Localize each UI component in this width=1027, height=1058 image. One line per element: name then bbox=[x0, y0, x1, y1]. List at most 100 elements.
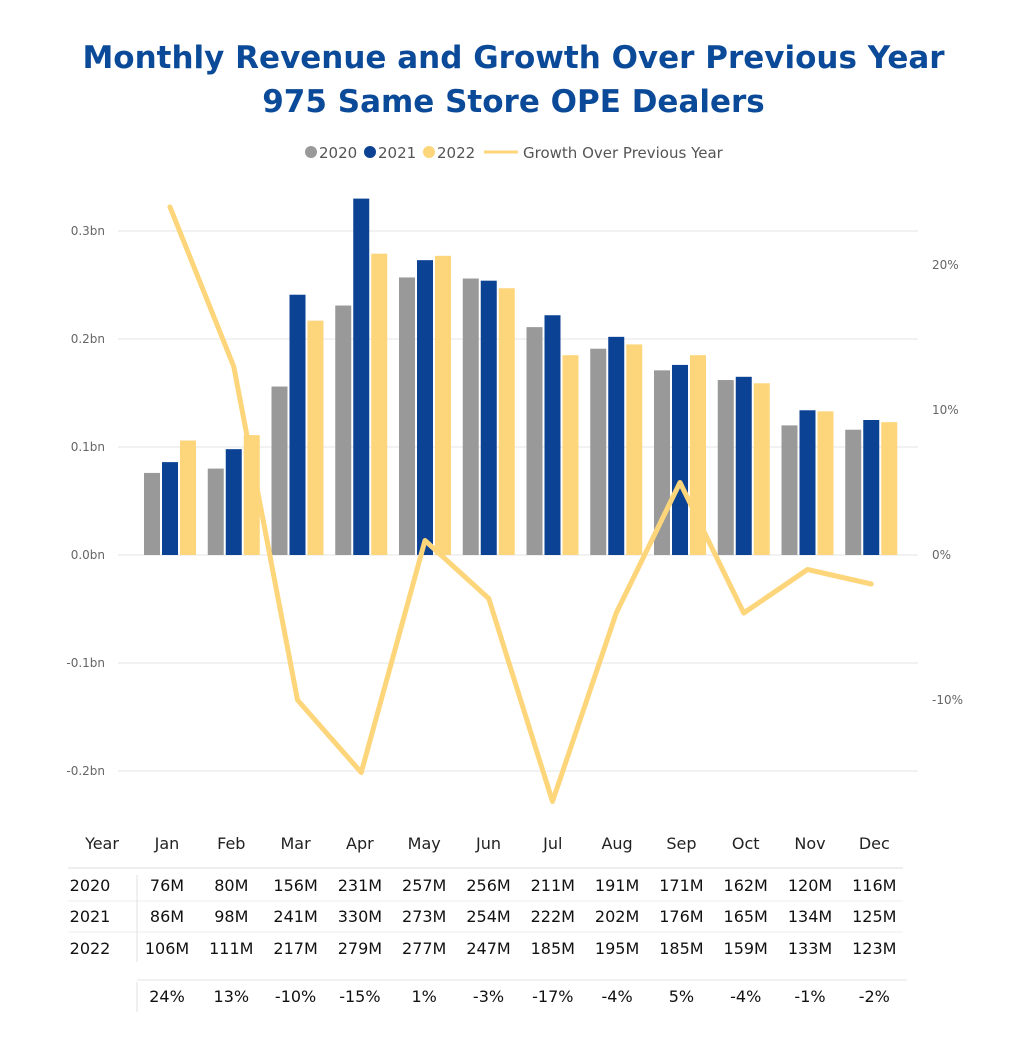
bar-2022-aug bbox=[626, 344, 643, 555]
table-cell-2020-may: 257M bbox=[402, 876, 446, 895]
bar-2022-feb bbox=[243, 435, 260, 555]
table-header-dec: Dec bbox=[859, 834, 890, 853]
table-growth-jun: -3% bbox=[473, 987, 504, 1006]
legend-label-2021: 2021 bbox=[378, 144, 416, 162]
table-cell-2021-sep: 176M bbox=[659, 907, 703, 926]
table-cell-2022-oct: 159M bbox=[724, 939, 768, 958]
bar-2020-feb bbox=[207, 468, 224, 555]
table-growth-sep: 5% bbox=[669, 987, 694, 1006]
table-cell-2021-jun: 254M bbox=[466, 907, 510, 926]
table-cell-2020-feb: 80M bbox=[214, 876, 248, 895]
table-header-jun: Jun bbox=[475, 834, 501, 853]
table-cell-2022-jan: 106M bbox=[145, 939, 189, 958]
bar-2022-apr bbox=[371, 253, 388, 555]
table-cell-2021-apr: 330M bbox=[338, 907, 382, 926]
bar-2020-aug bbox=[590, 348, 607, 555]
table-header-year: Year bbox=[84, 834, 119, 853]
table-cell-2020-jan: 76M bbox=[150, 876, 184, 895]
y-left-tick-label: 0.2bn bbox=[71, 332, 105, 346]
table-cell-2020-mar: 156M bbox=[273, 876, 317, 895]
chart-title-line-2: 975 Same Store OPE Dealers bbox=[262, 84, 765, 120]
table-cell-2020-apr: 231M bbox=[338, 876, 382, 895]
table-cell-2020-jun: 256M bbox=[466, 876, 510, 895]
y-left-tick-label: 0.1bn bbox=[71, 440, 105, 454]
table-cell-2022-jun: 247M bbox=[466, 939, 510, 958]
bar-2020-oct bbox=[717, 380, 734, 555]
bar-2020-jul bbox=[526, 327, 543, 555]
bar-2022-oct bbox=[753, 383, 770, 555]
table-cell-2021-may: 273M bbox=[402, 907, 446, 926]
bar-2021-oct bbox=[735, 376, 752, 555]
table-cell-2020-dec: 116M bbox=[852, 876, 896, 895]
bar-2021-aug bbox=[608, 336, 625, 555]
y-left-tick-label: 0.3bn bbox=[71, 224, 105, 238]
bar-2021-jun bbox=[480, 280, 497, 555]
table-growth-nov: -1% bbox=[794, 987, 825, 1006]
table-header-oct: Oct bbox=[732, 834, 760, 853]
legend-label-2022: 2022 bbox=[437, 144, 475, 162]
bar-2020-may bbox=[399, 277, 415, 555]
bar-2021-nov bbox=[799, 410, 816, 555]
table-cell-2020-sep: 171M bbox=[659, 876, 703, 895]
legend-label-2020: 2020 bbox=[319, 144, 357, 162]
bar-2021-jan bbox=[162, 462, 178, 555]
growth-line bbox=[167, 204, 874, 804]
y-left-tick-label: -0.1bn bbox=[66, 656, 105, 670]
table-cell-2020-nov: 120M bbox=[788, 876, 832, 895]
table-growth-dec: -2% bbox=[859, 987, 890, 1006]
bar-2021-jul bbox=[544, 315, 561, 555]
bar-2022-mar bbox=[307, 320, 324, 555]
table-cell-2022-apr: 279M bbox=[338, 939, 382, 958]
bar-2022-jan bbox=[180, 440, 196, 555]
y-left-tick-label: -0.2bn bbox=[66, 764, 105, 778]
bar-2020-jun bbox=[462, 278, 479, 555]
legend-label-growth: Growth Over Previous Year bbox=[523, 144, 724, 162]
table-header-feb: Feb bbox=[217, 834, 245, 853]
table-cell-2022-mar: 217M bbox=[273, 939, 317, 958]
table-cell-2022-nov: 133M bbox=[788, 939, 832, 958]
bar-2022-jul bbox=[562, 355, 579, 555]
legend-marker-2022 bbox=[423, 146, 435, 158]
bar-2020-nov bbox=[781, 425, 798, 555]
table-header-apr: Apr bbox=[346, 834, 374, 853]
bar-2021-sep bbox=[672, 364, 688, 555]
bar-2022-nov bbox=[817, 411, 834, 555]
table-growth-jul: -17% bbox=[532, 987, 573, 1006]
table-growth-mar: -10% bbox=[275, 987, 316, 1006]
table-year-2021: 2021 bbox=[70, 907, 111, 926]
table-header-nov: Nov bbox=[794, 834, 825, 853]
table-cell-2021-nov: 134M bbox=[788, 907, 832, 926]
bar-2021-feb bbox=[225, 449, 242, 555]
table-header-mar: Mar bbox=[281, 834, 312, 853]
table-cell-2021-jul: 222M bbox=[531, 907, 575, 926]
bar-2020-dec bbox=[845, 429, 862, 555]
table-header-jul: Jul bbox=[542, 834, 562, 853]
table-cell-2022-aug: 195M bbox=[595, 939, 639, 958]
table-header-sep: Sep bbox=[666, 834, 696, 853]
table-cell-2022-sep: 185M bbox=[659, 939, 703, 958]
table-cell-2020-oct: 162M bbox=[724, 876, 768, 895]
bar-2022-sep bbox=[690, 355, 706, 555]
y-right-tick-label: 0% bbox=[932, 548, 951, 562]
y-right-tick-label: 10% bbox=[932, 403, 959, 417]
bar-2020-jan bbox=[144, 472, 160, 555]
bar-2021-may bbox=[417, 260, 433, 555]
table-cell-2021-mar: 241M bbox=[273, 907, 317, 926]
legend-marker-2021 bbox=[364, 146, 376, 158]
table-header-aug: Aug bbox=[601, 834, 632, 853]
table-growth-may: 1% bbox=[412, 987, 437, 1006]
table-cell-2022-dec: 123M bbox=[852, 939, 896, 958]
table-header-jan: Jan bbox=[154, 834, 180, 853]
table-cell-2021-jan: 86M bbox=[150, 907, 184, 926]
table-cell-2022-jul: 185M bbox=[531, 939, 575, 958]
table-cell-2020-jul: 211M bbox=[531, 876, 575, 895]
table-cell-2021-dec: 125M bbox=[852, 907, 896, 926]
table-growth-jan: 24% bbox=[149, 987, 185, 1006]
table-growth-oct: -4% bbox=[730, 987, 761, 1006]
bar-2022-dec bbox=[881, 422, 898, 555]
bar-2020-apr bbox=[335, 305, 352, 555]
bar-2021-apr bbox=[353, 198, 370, 555]
chart-title-line-1: Monthly Revenue and Growth Over Previous… bbox=[82, 40, 945, 76]
table-year-2022: 2022 bbox=[70, 939, 111, 958]
